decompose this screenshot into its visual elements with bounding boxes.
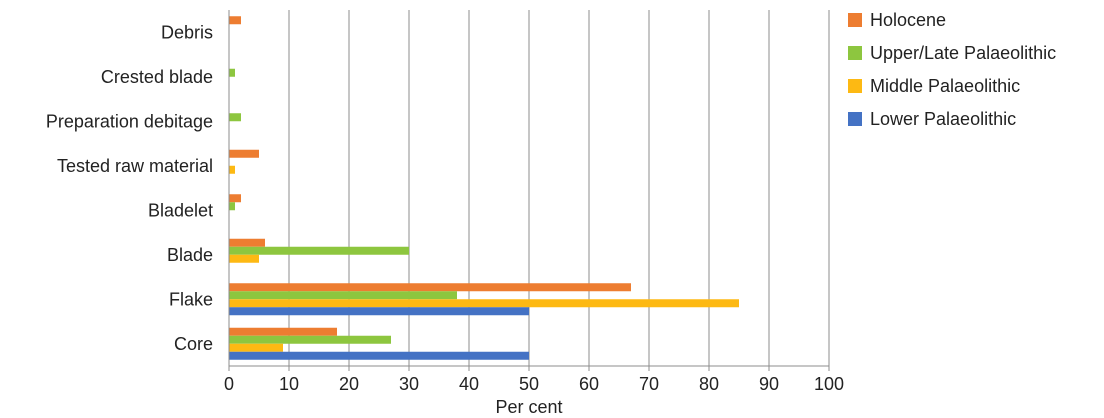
- legend-label: Holocene: [870, 10, 946, 30]
- bars: [229, 16, 739, 360]
- bar-blade-upper-late-palaeolithic: [229, 246, 409, 255]
- bar-bladelet-upper-late-palaeolithic: [229, 202, 235, 211]
- x-tick-label: 70: [639, 374, 659, 394]
- category-label: Crested blade: [101, 67, 213, 87]
- legend-swatch: [848, 79, 862, 93]
- x-tick-label: 50: [519, 374, 539, 394]
- bar-preparation-debitage-upper-late-palaeolithic: [229, 113, 241, 122]
- x-tick-label: 90: [759, 374, 779, 394]
- x-tick-label: 40: [459, 374, 479, 394]
- x-tick-label: 20: [339, 374, 359, 394]
- bar-core-middle-palaeolithic: [229, 343, 283, 352]
- legend-swatch: [848, 112, 862, 126]
- category-label: Core: [174, 334, 213, 354]
- category-label: Preparation debitage: [46, 111, 213, 131]
- category-label: Flake: [169, 289, 213, 309]
- legend: Holocene Upper/Late Palaeolithic Middle Pa…: [848, 10, 1056, 129]
- legend-label: Lower Palaeolithic: [870, 109, 1016, 129]
- legend-label: Upper/Late Palaeolithic: [870, 43, 1056, 63]
- gridlines: [288, 10, 830, 366]
- bar-core-holocene: [229, 327, 337, 336]
- bar-core-lower-palaeolithic: [229, 351, 529, 360]
- category-label: Tested raw material: [57, 156, 213, 176]
- bar-flake-holocene: [229, 283, 631, 292]
- bar-blade-holocene: [229, 238, 265, 247]
- bar-tested-raw-material-holocene: [229, 149, 259, 158]
- bar-tested-raw-material-middle-palaeolithic: [229, 165, 235, 174]
- x-tick-label: 30: [399, 374, 419, 394]
- x-tick-label: 80: [699, 374, 719, 394]
- legend-swatch: [848, 13, 862, 27]
- bar-flake-lower-palaeolithic: [229, 307, 529, 316]
- x-tick-label: 60: [579, 374, 599, 394]
- x-axis-title: Per cent: [495, 397, 562, 417]
- legend-swatch: [848, 46, 862, 60]
- category-label: Debris: [161, 22, 213, 42]
- bar-bladelet-holocene: [229, 194, 241, 203]
- bar-debris-holocene: [229, 16, 241, 25]
- bar-core-upper-late-palaeolithic: [229, 335, 391, 344]
- x-axis: 0 10 20 30 40 50 60 70 80 90 100: [224, 10, 844, 394]
- category-labels: Core Flake Blade Bladelet Tested raw materia…: [46, 22, 213, 354]
- x-tick-label: 100: [814, 374, 844, 394]
- bar-flake-middle-palaeolithic: [229, 299, 739, 308]
- x-tick-label: 10: [279, 374, 299, 394]
- x-tick-label: 0: [224, 374, 234, 394]
- bar-flake-upper-late-palaeolithic: [229, 291, 457, 300]
- bar-crested-blade-upper-late-palaeolithic: [229, 68, 235, 77]
- legend-label: Middle Palaeolithic: [870, 76, 1020, 96]
- bar-blade-middle-palaeolithic: [229, 254, 259, 263]
- category-label: Bladelet: [148, 200, 213, 220]
- category-label: Blade: [167, 245, 213, 265]
